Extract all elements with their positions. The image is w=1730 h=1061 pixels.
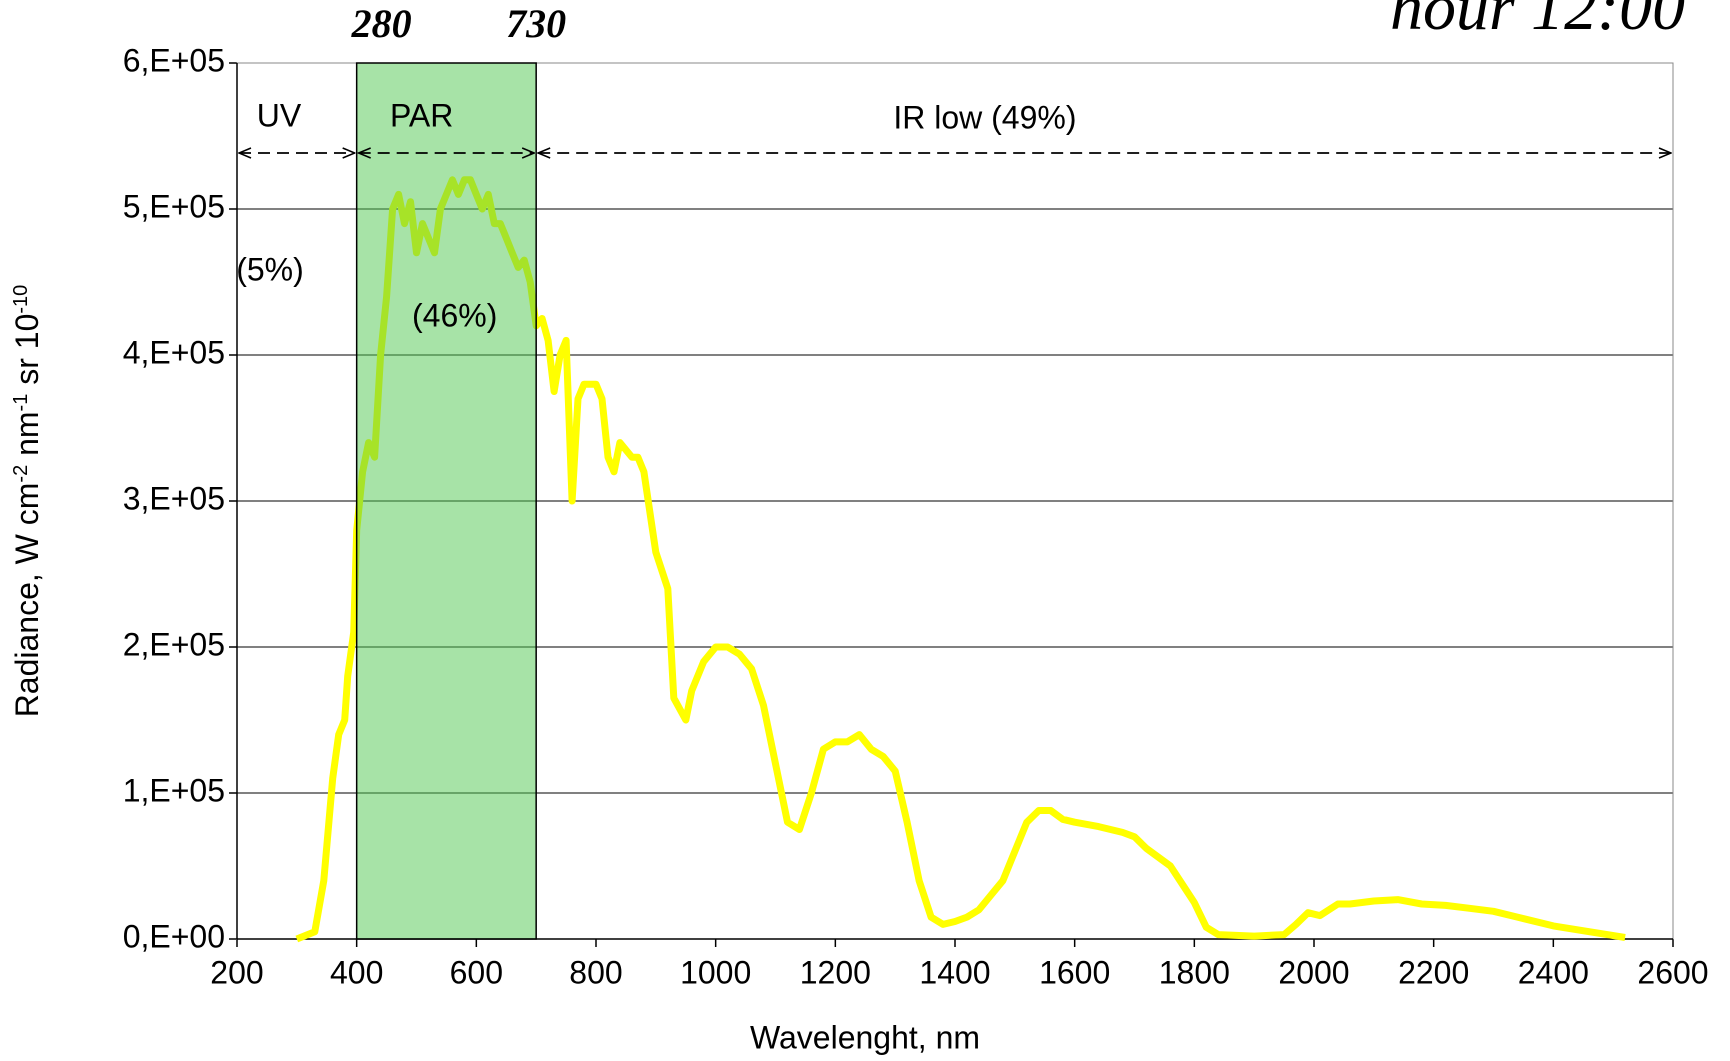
x-tick-label: 1600: [1039, 954, 1110, 990]
y-tick-label: 1,E+05: [123, 772, 225, 808]
region-share: (5%): [236, 251, 304, 287]
y-tick-label: 5,E+05: [123, 188, 225, 224]
y-label-sup: -10: [10, 285, 32, 314]
band-edge-label: 280: [351, 1, 412, 46]
x-tick-label: 400: [330, 954, 383, 990]
y-axis-label: Radiance, W cm-2 nm-1 sr 10-10: [9, 285, 45, 718]
x-tick-label: 2200: [1398, 954, 1469, 990]
region-label: UV: [257, 97, 302, 133]
x-tick-label: 800: [569, 954, 622, 990]
x-tick-label: 1400: [919, 954, 990, 990]
y-label-part: nm: [9, 411, 45, 464]
band-edge-label: 730: [506, 1, 566, 46]
x-tick-label: 600: [450, 954, 503, 990]
x-tick-label: 2600: [1637, 954, 1708, 990]
region-label: PAR: [390, 97, 453, 133]
x-tick-label: 2000: [1278, 954, 1349, 990]
x-tick-label: 1000: [680, 954, 751, 990]
y-tick-label: 6,E+05: [123, 42, 225, 78]
y-tick-label: 0,E+00: [123, 918, 225, 954]
x-tick-label: 1200: [800, 954, 871, 990]
chart-title: hour 12:00: [1390, 0, 1685, 44]
y-label-sup: -1: [10, 394, 32, 412]
y-label-part: sr 10: [9, 314, 45, 394]
y-label-sup: -2: [10, 465, 32, 483]
x-tick-label: 200: [210, 954, 263, 990]
x-tick-label: 2400: [1518, 954, 1589, 990]
y-label-part: Radiance, W cm: [9, 483, 45, 718]
x-axis-label: Wavelenght, nm: [750, 1019, 980, 1055]
y-tick-label: 4,E+05: [123, 334, 225, 370]
y-tick-label: 2,E+05: [123, 626, 225, 662]
y-tick-label: 3,E+05: [123, 480, 225, 516]
region-label: IR low (49%): [893, 99, 1076, 135]
x-tick-label: 1800: [1159, 954, 1230, 990]
par-band: [355, 62, 537, 940]
region-share: (46%): [412, 297, 497, 333]
